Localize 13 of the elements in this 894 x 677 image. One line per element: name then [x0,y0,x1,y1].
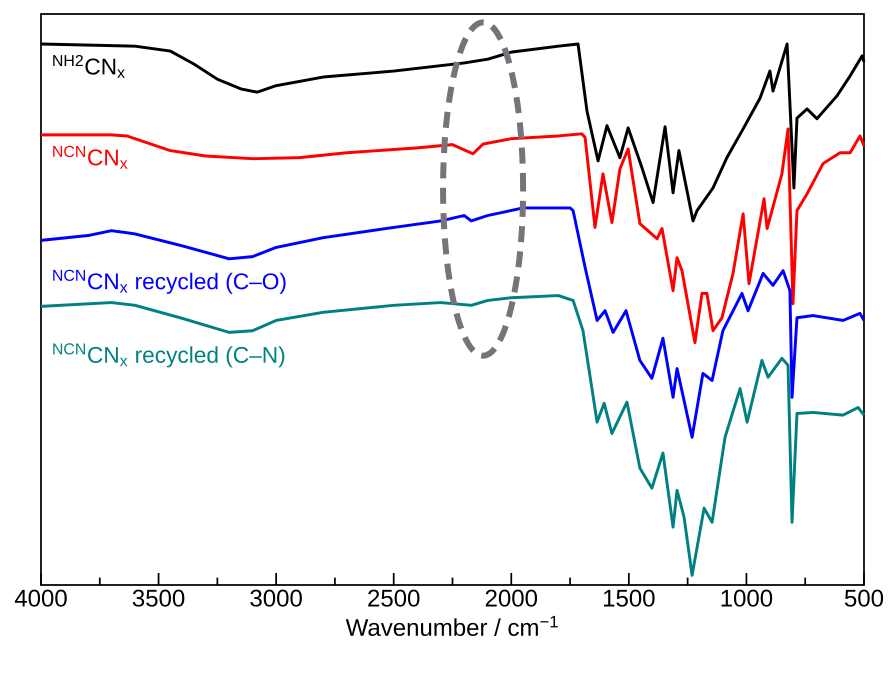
series-label: $^{NH2}$CN$_{x}$ [53,54,125,78]
x-tick-label: 1000 [722,590,772,607]
series-label: $^{NCN}$CN$_{x}$ recycled (C–O) [53,270,286,294]
x-tick-label: 2000 [486,590,538,607]
x-tick-label: 3000 [250,590,302,607]
x-tick-label: 3500 [132,590,184,607]
x-tick-label: 4000 [14,590,67,607]
x-tick-label: 1500 [604,590,655,607]
series-label: $^{NCN}$CN$_{x}$ recycled (C–N) [53,343,284,368]
series-label: $^{NCN}$CN$_{x}$ [53,146,128,169]
x-tick-label: 2500 [368,590,420,607]
x-axis-title: Wavenumber / cm$^{−1}$ [346,616,558,636]
x-tick-label: 500 [844,590,884,607]
